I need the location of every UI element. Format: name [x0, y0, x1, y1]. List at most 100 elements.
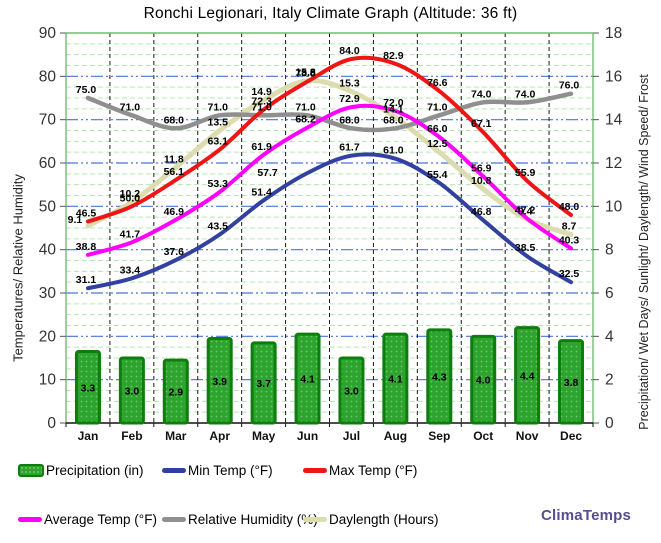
- data-label-min-temp-oct: 46.8: [471, 206, 492, 218]
- data-label-daylength-dec: 8.7: [562, 221, 577, 233]
- data-label-max-temp-may: 72.3: [251, 96, 272, 108]
- data-label-min-temp-jun: 57.7: [257, 167, 278, 179]
- data-label-min-temp-mar: 37.6: [164, 246, 185, 258]
- data-label-max-temp-nov: 55.9: [515, 167, 536, 179]
- data-label-max-temp-sep: 76.6: [427, 77, 448, 89]
- data-label-daylength-aug: 14.1: [383, 104, 404, 116]
- y-axis-left-title: Temperatures/ Relative Humidity: [10, 174, 26, 362]
- data-label-precipitation-mar: 2.9: [168, 387, 183, 399]
- data-label-relative-humidity-jun: 71.0: [295, 101, 316, 113]
- legend-item-average-temp: Average Temp (°F): [18, 511, 157, 527]
- legend-label-average-temp: Average Temp (°F): [44, 511, 157, 527]
- max-temp-line: [85, 55, 573, 224]
- precipitation-bar-jan: [74, 350, 101, 425]
- min-temp-line-swatch: [162, 467, 186, 473]
- data-label-min-temp-aug: 61.0: [383, 145, 404, 157]
- data-label-relative-humidity-aug: 68.0: [383, 114, 404, 126]
- data-label-min-temp-jan: 31.1: [76, 274, 97, 286]
- data-label-average-temp-oct: 56.9: [471, 162, 492, 174]
- data-label-precipitation-oct: 4.0: [476, 375, 491, 387]
- y-left-tick-20: 20: [39, 328, 57, 345]
- legend-label-min-temp: Min Temp (°F): [188, 462, 273, 478]
- legend-item-min-temp: Min Temp (°F): [162, 462, 273, 478]
- x-tick-labels: Jan Feb Mar Apr May Jun Jul Aug Sep Oct Nov Dec: [78, 429, 583, 443]
- y-left-tick-90: 90: [39, 25, 57, 42]
- relative-humidity-line: [85, 91, 574, 133]
- x-tick-label-apr: Apr: [209, 429, 230, 443]
- x-tick-label-sep: Sep: [428, 429, 450, 443]
- precipitation-bar-mar: [162, 358, 189, 425]
- data-label-average-temp-dec: 40.3: [559, 234, 580, 246]
- precipitation-bar-jun: [294, 332, 321, 425]
- data-label-average-temp-jun: 68.2: [295, 113, 316, 125]
- x-tick-label-jul: Jul: [343, 429, 360, 443]
- data-label-daylength-jul: 15.3: [339, 78, 360, 90]
- data-label-relative-humidity-feb: 71.0: [120, 101, 141, 113]
- data-label-average-temp-may: 61.9: [251, 141, 272, 153]
- data-label-daylength-nov: 9.4: [518, 205, 533, 217]
- y-right-tick-18: 18: [605, 25, 622, 42]
- y-left-tick-50: 50: [39, 198, 57, 215]
- data-label-average-temp-apr: 53.3: [207, 178, 228, 190]
- data-label-max-temp-mar: 56.1: [164, 166, 185, 178]
- y-right-tick-10: 10: [605, 198, 623, 215]
- average-temp-line-swatch: [18, 516, 42, 522]
- y-left-tick-0: 0: [47, 415, 56, 432]
- data-label-average-temp-sep: 66.0: [427, 123, 448, 135]
- y-right-tick-8: 8: [605, 242, 614, 259]
- x-tick-label-may: May: [252, 429, 276, 443]
- max-temp-line-swatch: [303, 467, 327, 473]
- data-label-daylength-may: 14.9: [251, 86, 272, 98]
- data-label-relative-humidity-dec: 76.0: [559, 80, 580, 92]
- data-label-max-temp-aug: 82.9: [383, 50, 404, 62]
- data-label-max-temp-jan: 46.5: [76, 208, 97, 220]
- data-label-precipitation-dec: 3.8: [564, 377, 579, 389]
- data-label-precipitation-jan: 3.3: [81, 382, 96, 394]
- y-left-tick-60: 60: [39, 155, 57, 172]
- data-label-min-temp-nov: 38.5: [515, 242, 536, 254]
- precipitation-bar-apr: [206, 337, 233, 425]
- data-label-average-temp-jan: 38.8: [76, 241, 97, 253]
- y-right-tick-4: 4: [605, 328, 614, 345]
- data-label-min-temp-sep: 55.4: [427, 169, 448, 181]
- daylength-line: [85, 77, 574, 237]
- data-label-daylength-mar: 11.8: [164, 153, 184, 165]
- legend-item-relative-humidity: Relative Humidity (%): [162, 511, 318, 527]
- y-axis-right-title: Precipitation/ Wet Days/ Sunlight/ Dayle…: [637, 74, 651, 430]
- x-tick-label-jun: Jun: [297, 429, 318, 443]
- data-label-max-temp-jun: 78.8: [295, 68, 316, 80]
- data-label-min-temp-may: 51.4: [251, 186, 272, 198]
- data-label-daylength-feb: 10.2: [120, 188, 141, 200]
- y-left-tick-10: 10: [39, 372, 57, 389]
- data-label-precipitation-jul: 3.0: [344, 386, 359, 398]
- average-temp-line: [85, 103, 573, 257]
- precipitation-bar-jul: [338, 356, 365, 425]
- data-label-daylength-sep: 12.5: [427, 138, 448, 150]
- precipitation-bar-may: [250, 341, 277, 425]
- data-label-relative-humidity-may: 71.0: [251, 101, 272, 113]
- x-tick-label-mar: Mar: [165, 429, 187, 443]
- data-label-daylength-apr: 13.5: [207, 117, 228, 129]
- legend-item-max-temp: Max Temp (°F): [303, 462, 417, 478]
- data-label-daylength-jan: 9.1: [68, 214, 83, 226]
- legend-label-precipitation: Precipitation (in): [46, 462, 144, 478]
- relative-humidity-line-swatch: [162, 516, 186, 522]
- x-tick-label-feb: Feb: [121, 429, 142, 443]
- data-label-precipitation-apr: 3.9: [212, 376, 227, 388]
- data-labels: 3.3 3.0 2.9 3.9 3.7 4.1 3.0 4.1 4.3 4.0 4.4 3.8 75.0…: [68, 45, 580, 399]
- chart-title: Ronchi Legionari, Italy Climate Graph (A…: [143, 5, 518, 22]
- x-tick-label-jan: Jan: [78, 429, 99, 443]
- precipitation-bar-sep: [426, 328, 453, 425]
- precipitation-bar-nov: [514, 326, 541, 425]
- legend-item-precipitation: Precipitation (in): [18, 462, 144, 478]
- y-right-tick-12: 12: [605, 155, 622, 172]
- y-left-tick-30: 30: [39, 285, 57, 302]
- data-label-daylength-oct: 10.8: [471, 175, 492, 187]
- data-label-daylength-jun: 15.8: [295, 67, 316, 79]
- data-label-average-temp-mar: 46.9: [164, 206, 185, 218]
- data-label-precipitation-nov: 4.4: [520, 370, 535, 382]
- x-tick-label-oct: Oct: [473, 429, 493, 443]
- precipitation-bar-aug: [382, 332, 409, 425]
- data-label-max-temp-feb: 50.0: [120, 192, 141, 204]
